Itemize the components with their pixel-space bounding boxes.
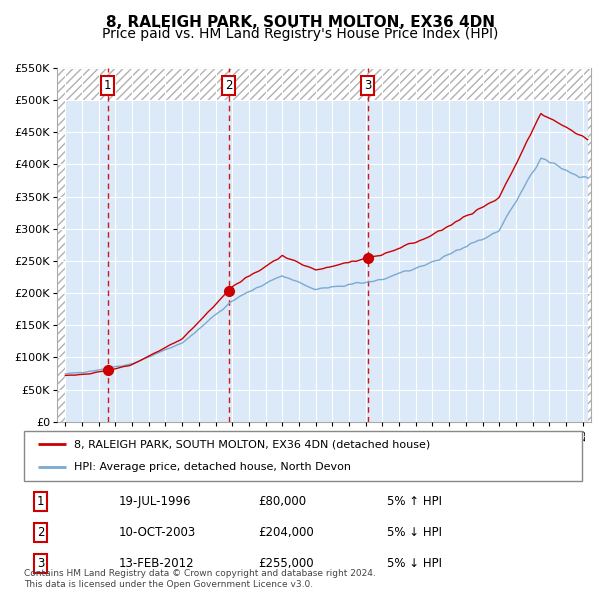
Text: Contains HM Land Registry data © Crown copyright and database right 2024.
This d: Contains HM Land Registry data © Crown c… (24, 569, 376, 589)
Text: 8, RALEIGH PARK, SOUTH MOLTON, EX36 4DN (detached house): 8, RALEIGH PARK, SOUTH MOLTON, EX36 4DN … (74, 439, 430, 449)
Text: 5% ↑ HPI: 5% ↑ HPI (387, 495, 442, 508)
Text: Price paid vs. HM Land Registry's House Price Index (HPI): Price paid vs. HM Land Registry's House … (102, 27, 498, 41)
Text: HPI: Average price, detached house, North Devon: HPI: Average price, detached house, Nort… (74, 463, 351, 473)
Text: 19-JUL-1996: 19-JUL-1996 (119, 495, 191, 508)
FancyBboxPatch shape (24, 431, 582, 481)
Text: 1: 1 (104, 80, 112, 93)
Text: 8, RALEIGH PARK, SOUTH MOLTON, EX36 4DN: 8, RALEIGH PARK, SOUTH MOLTON, EX36 4DN (106, 15, 494, 30)
Text: 5% ↓ HPI: 5% ↓ HPI (387, 526, 442, 539)
Text: 3: 3 (364, 80, 371, 93)
Text: £204,000: £204,000 (259, 526, 314, 539)
Text: 1: 1 (37, 495, 44, 508)
Text: 2: 2 (37, 526, 44, 539)
Text: £80,000: £80,000 (259, 495, 307, 508)
Text: 10-OCT-2003: 10-OCT-2003 (119, 526, 196, 539)
Text: 2: 2 (225, 80, 232, 93)
Text: £255,000: £255,000 (259, 557, 314, 570)
Text: 5% ↓ HPI: 5% ↓ HPI (387, 557, 442, 570)
Text: 3: 3 (37, 557, 44, 570)
Text: 13-FEB-2012: 13-FEB-2012 (119, 557, 194, 570)
